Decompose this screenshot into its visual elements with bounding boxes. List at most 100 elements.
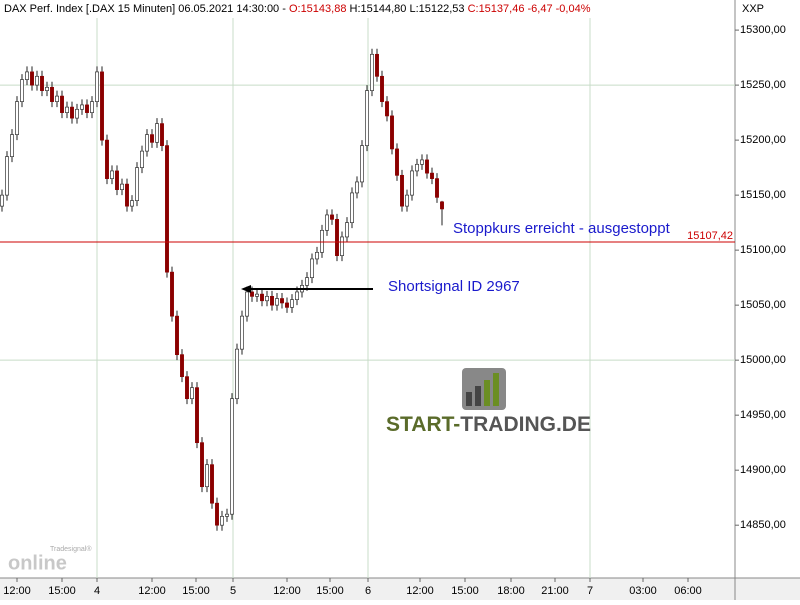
header-part: C:15137,46 -6,47 -0,04% bbox=[468, 3, 591, 15]
candle-body bbox=[325, 214, 329, 231]
x-tick-label: 7 bbox=[587, 585, 593, 597]
header-part: DAX Perf. Index [.DAX 15 Minuten] 06.05.… bbox=[4, 3, 289, 15]
x-tick-label: 12:00 bbox=[3, 585, 31, 597]
x-tick-label: 18:00 bbox=[497, 585, 525, 597]
candle-body bbox=[410, 170, 414, 196]
candle-body bbox=[50, 86, 54, 102]
logo-text: START-TRADING.DE bbox=[386, 413, 591, 436]
candle-body bbox=[205, 464, 209, 488]
candle-body bbox=[275, 298, 279, 306]
candle-body bbox=[210, 464, 214, 504]
candle-body bbox=[105, 139, 109, 179]
candle-body bbox=[0, 194, 4, 207]
x-tick-label: 03:00 bbox=[629, 585, 657, 597]
y-tick-label: 14850,00 bbox=[740, 519, 786, 531]
candle-body bbox=[380, 75, 384, 102]
x-tick-label: 21:00 bbox=[541, 585, 569, 597]
candle-body bbox=[415, 163, 419, 172]
logo-part: TRADING.DE bbox=[460, 413, 591, 436]
candle-body bbox=[55, 95, 59, 102]
candle-body bbox=[120, 183, 124, 190]
x-tick-label: 15:00 bbox=[451, 585, 479, 597]
candle-body bbox=[165, 145, 169, 273]
y-tick-label: 14950,00 bbox=[740, 409, 786, 421]
logo-icon bbox=[462, 368, 506, 410]
candle-body bbox=[80, 104, 84, 110]
y-tick-label: 15000,00 bbox=[740, 354, 786, 366]
candle-body bbox=[45, 86, 49, 91]
candle-body bbox=[330, 214, 334, 220]
candle-body bbox=[65, 106, 69, 113]
x-tick-label: 12:00 bbox=[138, 585, 166, 597]
candle-body bbox=[360, 145, 364, 183]
y-tick-label: 15250,00 bbox=[740, 79, 786, 91]
candle-body bbox=[290, 299, 294, 308]
candle-body bbox=[125, 183, 129, 207]
candle-body bbox=[345, 222, 349, 238]
candle-body bbox=[180, 354, 184, 378]
candle-body bbox=[5, 156, 9, 196]
candle-body bbox=[240, 315, 244, 350]
candles bbox=[0, 48, 444, 531]
candle-body bbox=[315, 251, 319, 260]
watermark-small: Tradesignal® bbox=[50, 545, 92, 553]
candle-body bbox=[145, 134, 149, 152]
chart-header: DAX Perf. Index [.DAX 15 Minuten] 06.05.… bbox=[4, 3, 591, 15]
x-tick-label: 4 bbox=[94, 585, 100, 597]
y-tick-label: 15150,00 bbox=[740, 189, 786, 201]
candle-body bbox=[225, 513, 229, 517]
candle-body bbox=[110, 170, 114, 179]
candle-body bbox=[170, 271, 174, 317]
candle-body bbox=[200, 442, 204, 488]
candle-body bbox=[155, 123, 159, 143]
candle-body bbox=[395, 148, 399, 176]
candle-body bbox=[265, 295, 269, 302]
candle-body bbox=[355, 181, 359, 194]
candle-body bbox=[310, 258, 314, 278]
candle-body bbox=[220, 516, 224, 526]
candle-body bbox=[435, 178, 439, 198]
candle-body bbox=[365, 90, 369, 146]
logo-bar bbox=[484, 380, 490, 406]
header-part: O:15143,88 bbox=[289, 3, 350, 15]
candle-body bbox=[20, 79, 24, 102]
axis-title: XXP bbox=[742, 3, 764, 15]
candle-body bbox=[185, 376, 189, 400]
candle-body bbox=[430, 172, 434, 179]
logo-bar bbox=[475, 386, 481, 406]
candle-body bbox=[235, 348, 239, 400]
candle-body bbox=[440, 201, 444, 210]
candle-body bbox=[260, 293, 264, 302]
x-tick-label: 15:00 bbox=[48, 585, 76, 597]
y-tick-label: 15300,00 bbox=[740, 24, 786, 36]
candle-body bbox=[10, 134, 14, 157]
candle-body bbox=[140, 150, 144, 168]
candle-body bbox=[250, 291, 254, 297]
candle-body bbox=[130, 200, 134, 207]
candle-body bbox=[320, 229, 324, 253]
candle-body bbox=[255, 293, 259, 297]
candle-body bbox=[160, 123, 164, 146]
candle-body bbox=[245, 291, 249, 317]
logo-part: START- bbox=[386, 413, 460, 436]
candle-body bbox=[270, 295, 274, 306]
candle-body bbox=[425, 159, 429, 174]
candle-body bbox=[175, 315, 179, 356]
candle-body bbox=[280, 298, 284, 304]
y-tick-label: 15100,00 bbox=[740, 244, 786, 256]
arrow-head bbox=[241, 285, 251, 293]
annotation: Stoppkurs erreicht - ausgestoppt bbox=[453, 220, 671, 237]
x-tick-label: 12:00 bbox=[273, 585, 301, 597]
x-tick-label: 15:00 bbox=[316, 585, 344, 597]
candle-body bbox=[75, 108, 79, 119]
x-tick-label: 15:00 bbox=[182, 585, 210, 597]
candle-body bbox=[95, 71, 99, 102]
candle-body bbox=[115, 170, 119, 190]
candle-body bbox=[400, 174, 404, 207]
candle-body bbox=[305, 277, 309, 286]
candle-body bbox=[90, 101, 94, 113]
candle-body bbox=[405, 194, 409, 207]
candle-body bbox=[150, 134, 154, 143]
annotation: Shortsignal ID 2967 bbox=[388, 278, 520, 295]
